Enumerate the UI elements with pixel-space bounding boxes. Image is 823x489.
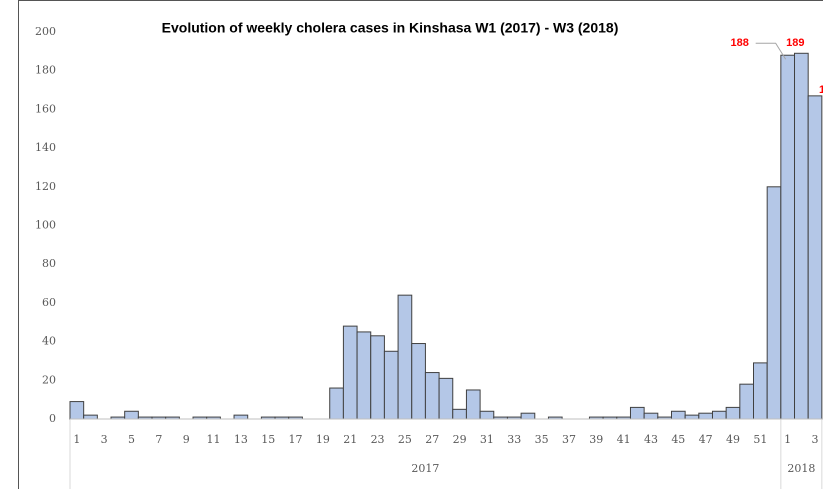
y-tick-label: 40 xyxy=(42,335,56,348)
x-tick-label: 31 xyxy=(480,433,494,446)
y-tick-label: 140 xyxy=(35,141,56,154)
y-tick-label: 80 xyxy=(42,257,56,270)
x-tick-label: 15 xyxy=(261,433,275,446)
bar xyxy=(233,414,249,420)
bar xyxy=(670,410,686,420)
x-tick-label: 43 xyxy=(644,433,658,446)
x-tick-label: 27 xyxy=(425,433,439,446)
y-tick-label: 0 xyxy=(49,412,56,425)
x-tick-label: 5 xyxy=(128,433,135,446)
x-tick-label: 1 xyxy=(73,433,80,446)
y-tick-label: 100 xyxy=(35,219,56,232)
y-tick-label: 200 xyxy=(35,25,56,38)
x-tick-label: 51 xyxy=(753,433,767,446)
bar xyxy=(329,387,344,420)
y-tick-label: 120 xyxy=(35,180,56,193)
x-tick-label: 23 xyxy=(371,433,385,446)
bar xyxy=(794,52,809,420)
bar xyxy=(452,408,467,420)
bar xyxy=(356,331,372,420)
x-tick-label: 1 xyxy=(784,433,791,446)
bar xyxy=(780,54,796,420)
x-tick-label: 7 xyxy=(155,433,162,446)
x-tick-label: 3 xyxy=(812,433,819,446)
bar xyxy=(766,186,782,420)
bar xyxy=(438,377,454,420)
x-tick-label: 33 xyxy=(507,433,521,446)
x-tick-label: 41 xyxy=(617,433,631,446)
y-tick-label: 60 xyxy=(42,296,56,309)
x-group-label: 2017 xyxy=(411,462,439,475)
bar xyxy=(479,410,495,420)
x-tick-label: 9 xyxy=(183,433,190,446)
x-tick-label: 29 xyxy=(453,433,467,446)
y-tick-label: 20 xyxy=(42,373,56,386)
bar xyxy=(520,412,536,420)
bar xyxy=(698,412,713,420)
x-tick-label: 13 xyxy=(234,433,248,446)
x-tick-label: 3 xyxy=(101,433,108,446)
bar xyxy=(124,410,139,420)
chart-frame xyxy=(18,0,823,489)
x-group-label: 2018 xyxy=(787,462,815,475)
y-tick-label: 180 xyxy=(35,64,56,77)
bar xyxy=(370,335,385,420)
x-tick-label: 39 xyxy=(589,433,603,446)
bar xyxy=(684,414,700,420)
bar xyxy=(465,389,481,420)
x-tick-label: 49 xyxy=(726,433,740,446)
bar xyxy=(342,325,358,420)
callout-line xyxy=(755,42,787,60)
x-tick-label: 45 xyxy=(671,433,685,446)
y-tick-label: 160 xyxy=(35,102,56,115)
bar xyxy=(83,414,98,420)
x-tick-label: 25 xyxy=(398,433,412,446)
bar xyxy=(424,372,440,420)
x-tick-label: 11 xyxy=(207,433,221,446)
x-tick-label: 21 xyxy=(343,433,357,446)
bar xyxy=(643,412,659,420)
x-tick-label: 19 xyxy=(316,433,330,446)
bar xyxy=(383,350,399,420)
x-tick-label: 17 xyxy=(289,433,303,446)
bar xyxy=(807,95,823,420)
bar xyxy=(725,406,741,420)
bar xyxy=(739,383,755,420)
bar xyxy=(629,406,645,420)
data-label: 189 xyxy=(786,37,804,49)
bar xyxy=(411,343,426,420)
data-label: 167 xyxy=(819,84,823,96)
x-tick-label: 37 xyxy=(562,433,576,446)
bar xyxy=(69,401,85,420)
x-tick-label: 35 xyxy=(535,433,549,446)
chart-title: Evolution of weekly cholera cases in Kin… xyxy=(162,20,619,36)
bar xyxy=(397,294,413,420)
bar xyxy=(753,362,768,420)
bar xyxy=(711,410,727,420)
x-tick-label: 47 xyxy=(699,433,713,446)
data-label: 188 xyxy=(730,37,748,49)
